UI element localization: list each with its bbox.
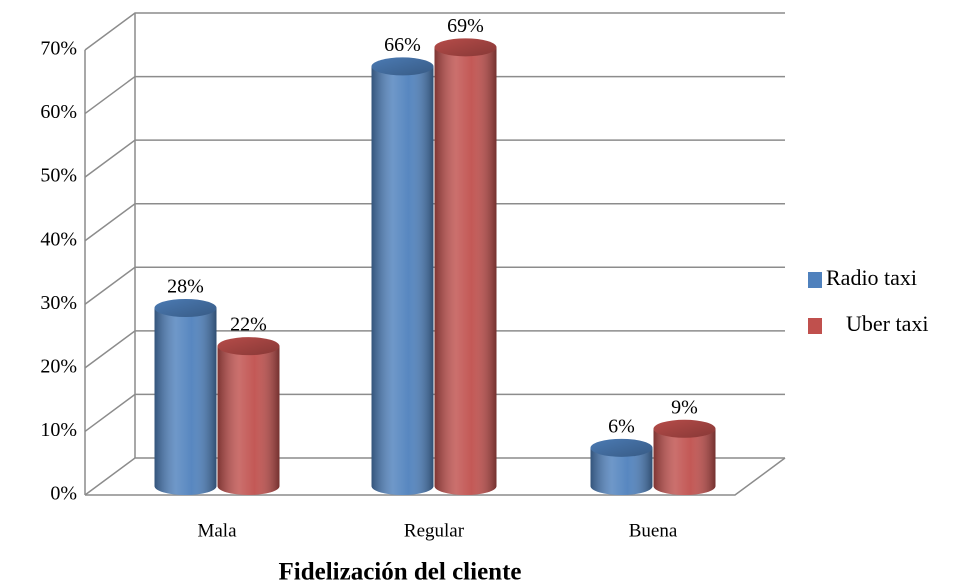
- cylinder-top-shade: [653, 419, 716, 438]
- y-tick-label: 60%: [40, 101, 77, 123]
- grid-line: [84, 330, 785, 369]
- value-label: 6%: [608, 415, 635, 437]
- y-tick-label: 30%: [40, 292, 77, 314]
- cylinder-top-shade: [434, 38, 497, 57]
- y-tick-label: 20%: [40, 355, 77, 377]
- grid-line: [84, 75, 785, 115]
- y-tick-label: 50%: [40, 165, 77, 187]
- grid-line: [84, 202, 785, 242]
- value-label: 28%: [167, 276, 204, 298]
- grid-line: [84, 139, 785, 178]
- y-tick-label: 0%: [50, 483, 77, 505]
- legend-swatch: [808, 272, 822, 288]
- y-tick-label: 70%: [40, 38, 77, 60]
- cylinder-shade: [154, 308, 217, 495]
- legend-label: Radio taxi: [826, 265, 917, 290]
- cylinder-top-shade: [590, 438, 653, 457]
- cylinder-top-shade: [217, 337, 280, 356]
- cylinder-shade: [590, 447, 653, 495]
- cylinder-top-shade: [154, 299, 217, 317]
- x-tick-label: Buena: [629, 520, 678, 541]
- x-tick-label: Mala: [197, 520, 237, 541]
- floor: [85, 457, 786, 496]
- cylinder-shade: [371, 66, 434, 495]
- cylinder-shade: [653, 428, 716, 495]
- x-tick-label: Regular: [404, 520, 465, 541]
- grid-line: [84, 12, 785, 51]
- legend-swatch: [808, 318, 822, 334]
- cylinder-shade: [434, 47, 497, 495]
- cylinder-shade: [217, 346, 280, 495]
- value-label: 22%: [230, 314, 267, 336]
- y-tick-label: 40%: [40, 228, 77, 250]
- legend-label: Uber taxi: [846, 311, 928, 336]
- value-label: 69%: [447, 15, 484, 37]
- value-label: 66%: [384, 34, 421, 56]
- grid-line: [84, 266, 785, 305]
- y-tick-label: 10%: [40, 419, 77, 441]
- cylinder-top-shade: [371, 57, 434, 76]
- grid-line: [84, 457, 785, 496]
- grid-line: [84, 393, 785, 433]
- x-axis-title: Fidelización del cliente: [278, 559, 521, 586]
- value-label: 9%: [671, 396, 698, 418]
